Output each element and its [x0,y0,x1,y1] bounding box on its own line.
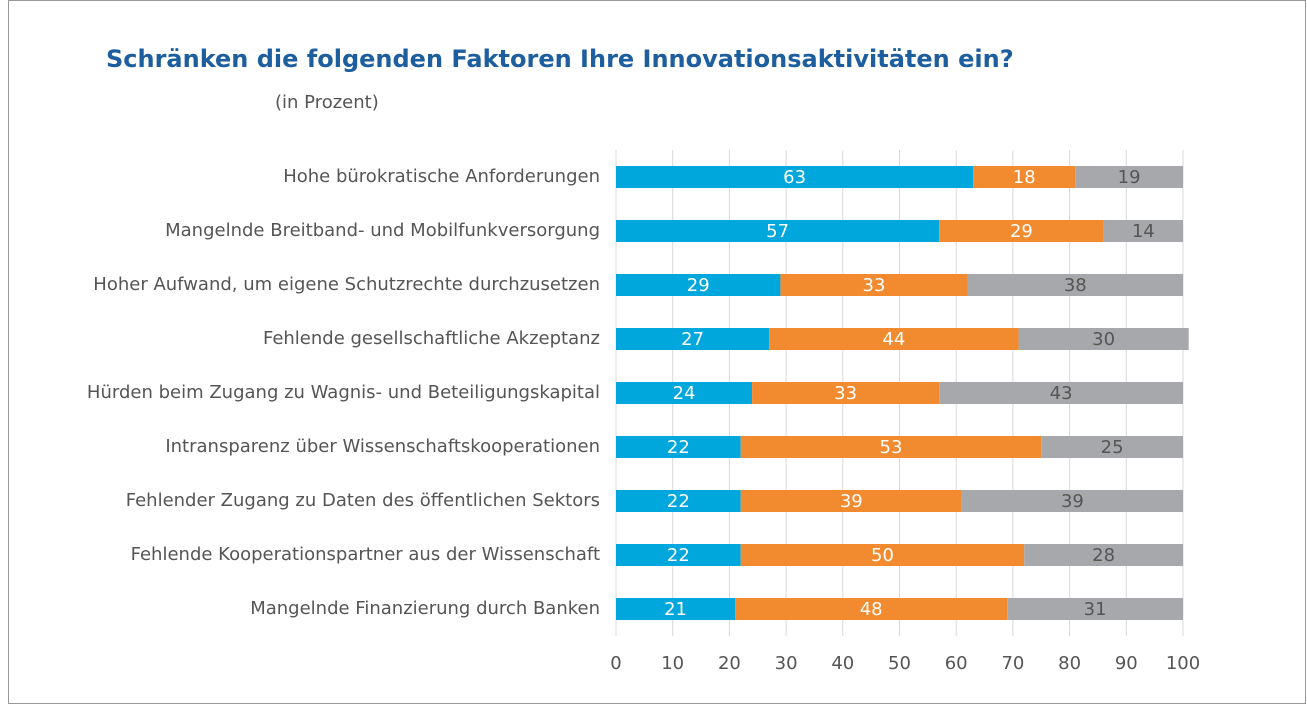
x-tick-label: 10 [661,653,684,674]
x-tick-label: 0 [610,653,621,674]
frame [8,0,1306,704]
category-label: Fehlende gesellschaftliche Akzeptanz [263,328,600,349]
x-tick-label: 40 [831,653,854,674]
category-label: Intransparenz über Wissenschaftskooperat… [165,436,600,457]
x-tick-label: 20 [718,653,741,674]
value-label: 39 [840,491,863,512]
bar-segment [1007,598,1183,620]
value-label: 39 [1061,491,1084,512]
bar-segment [616,490,741,512]
category-label: Mangelnde Finanzierung durch Banken [250,598,600,619]
value-label: 43 [1050,383,1073,404]
value-label: 22 [667,491,690,512]
bar-segment [973,166,1076,188]
bar-segment [1103,220,1183,242]
bar-segment [616,436,741,458]
bar-segment [616,220,940,242]
value-label: 22 [667,545,690,566]
bar-segment [1024,544,1183,566]
bar-segment [740,436,1042,458]
value-label: 33 [834,383,857,404]
value-label: 30 [1092,329,1115,350]
value-label: 27 [681,329,704,350]
value-label: 50 [871,545,894,566]
bar-segment [752,382,940,404]
value-label: 48 [860,599,883,620]
x-tick-label: 100 [1166,653,1200,674]
value-label: 38 [1064,275,1087,296]
value-label: 63 [783,167,806,188]
category-label: Fehlende Kooperationspartner aus der Wis… [131,544,600,565]
bar-segment [1075,166,1183,188]
value-label: 29 [687,275,710,296]
x-tick-label: 60 [945,653,968,674]
value-label: 25 [1101,437,1124,458]
x-tick-label: 50 [888,653,911,674]
bar-segment [740,544,1025,566]
bar-segment [1041,436,1183,458]
bar-segment [616,382,753,404]
value-label: 19 [1118,167,1141,188]
category-label: Fehlender Zugang zu Daten des öffentlich… [126,490,600,511]
bar-segment [939,220,1104,242]
chart-title: Schränken die folgenden Faktoren Ihre In… [106,45,1014,73]
value-label: 21 [664,599,687,620]
bar-segment [740,490,962,512]
x-tick-label: 90 [1115,653,1138,674]
chart-subtitle: (in Prozent) [275,92,379,113]
x-tick-label: 30 [775,653,798,674]
value-label: 33 [863,275,886,296]
bar-segment [616,328,770,350]
value-label: 29 [1010,221,1033,242]
bar-segment [735,598,1008,620]
bar-segment [616,166,974,188]
x-tick-label: 70 [1001,653,1024,674]
bar-segment [961,490,1183,512]
bar-segment [967,274,1183,296]
value-label: 22 [667,437,690,458]
bar-segment [1018,328,1189,350]
bar-segment [939,382,1183,404]
bar-segment [616,274,781,296]
value-label: 28 [1092,545,1115,566]
bar-segment [780,274,968,296]
value-label: 31 [1084,599,1107,620]
value-label: 24 [673,383,696,404]
category-label: Hürden beim Zugang zu Wagnis- und Beteil… [87,382,600,403]
value-label: 14 [1132,221,1155,242]
bar-segment [616,544,741,566]
bar-segment [769,328,1019,350]
category-label: Hohe bürokratische Anforderungen [283,166,600,187]
x-tick-label: 80 [1058,653,1081,674]
category-label: Hoher Aufwand, um eigene Schutzrechte du… [93,274,600,295]
category-label: Mangelnde Breitband- und Mobilfunkversor… [165,220,600,241]
value-label: 57 [766,221,789,242]
value-label: 53 [880,437,903,458]
value-label: 44 [882,329,905,350]
value-label: 18 [1013,167,1036,188]
bar-segment [616,598,736,620]
